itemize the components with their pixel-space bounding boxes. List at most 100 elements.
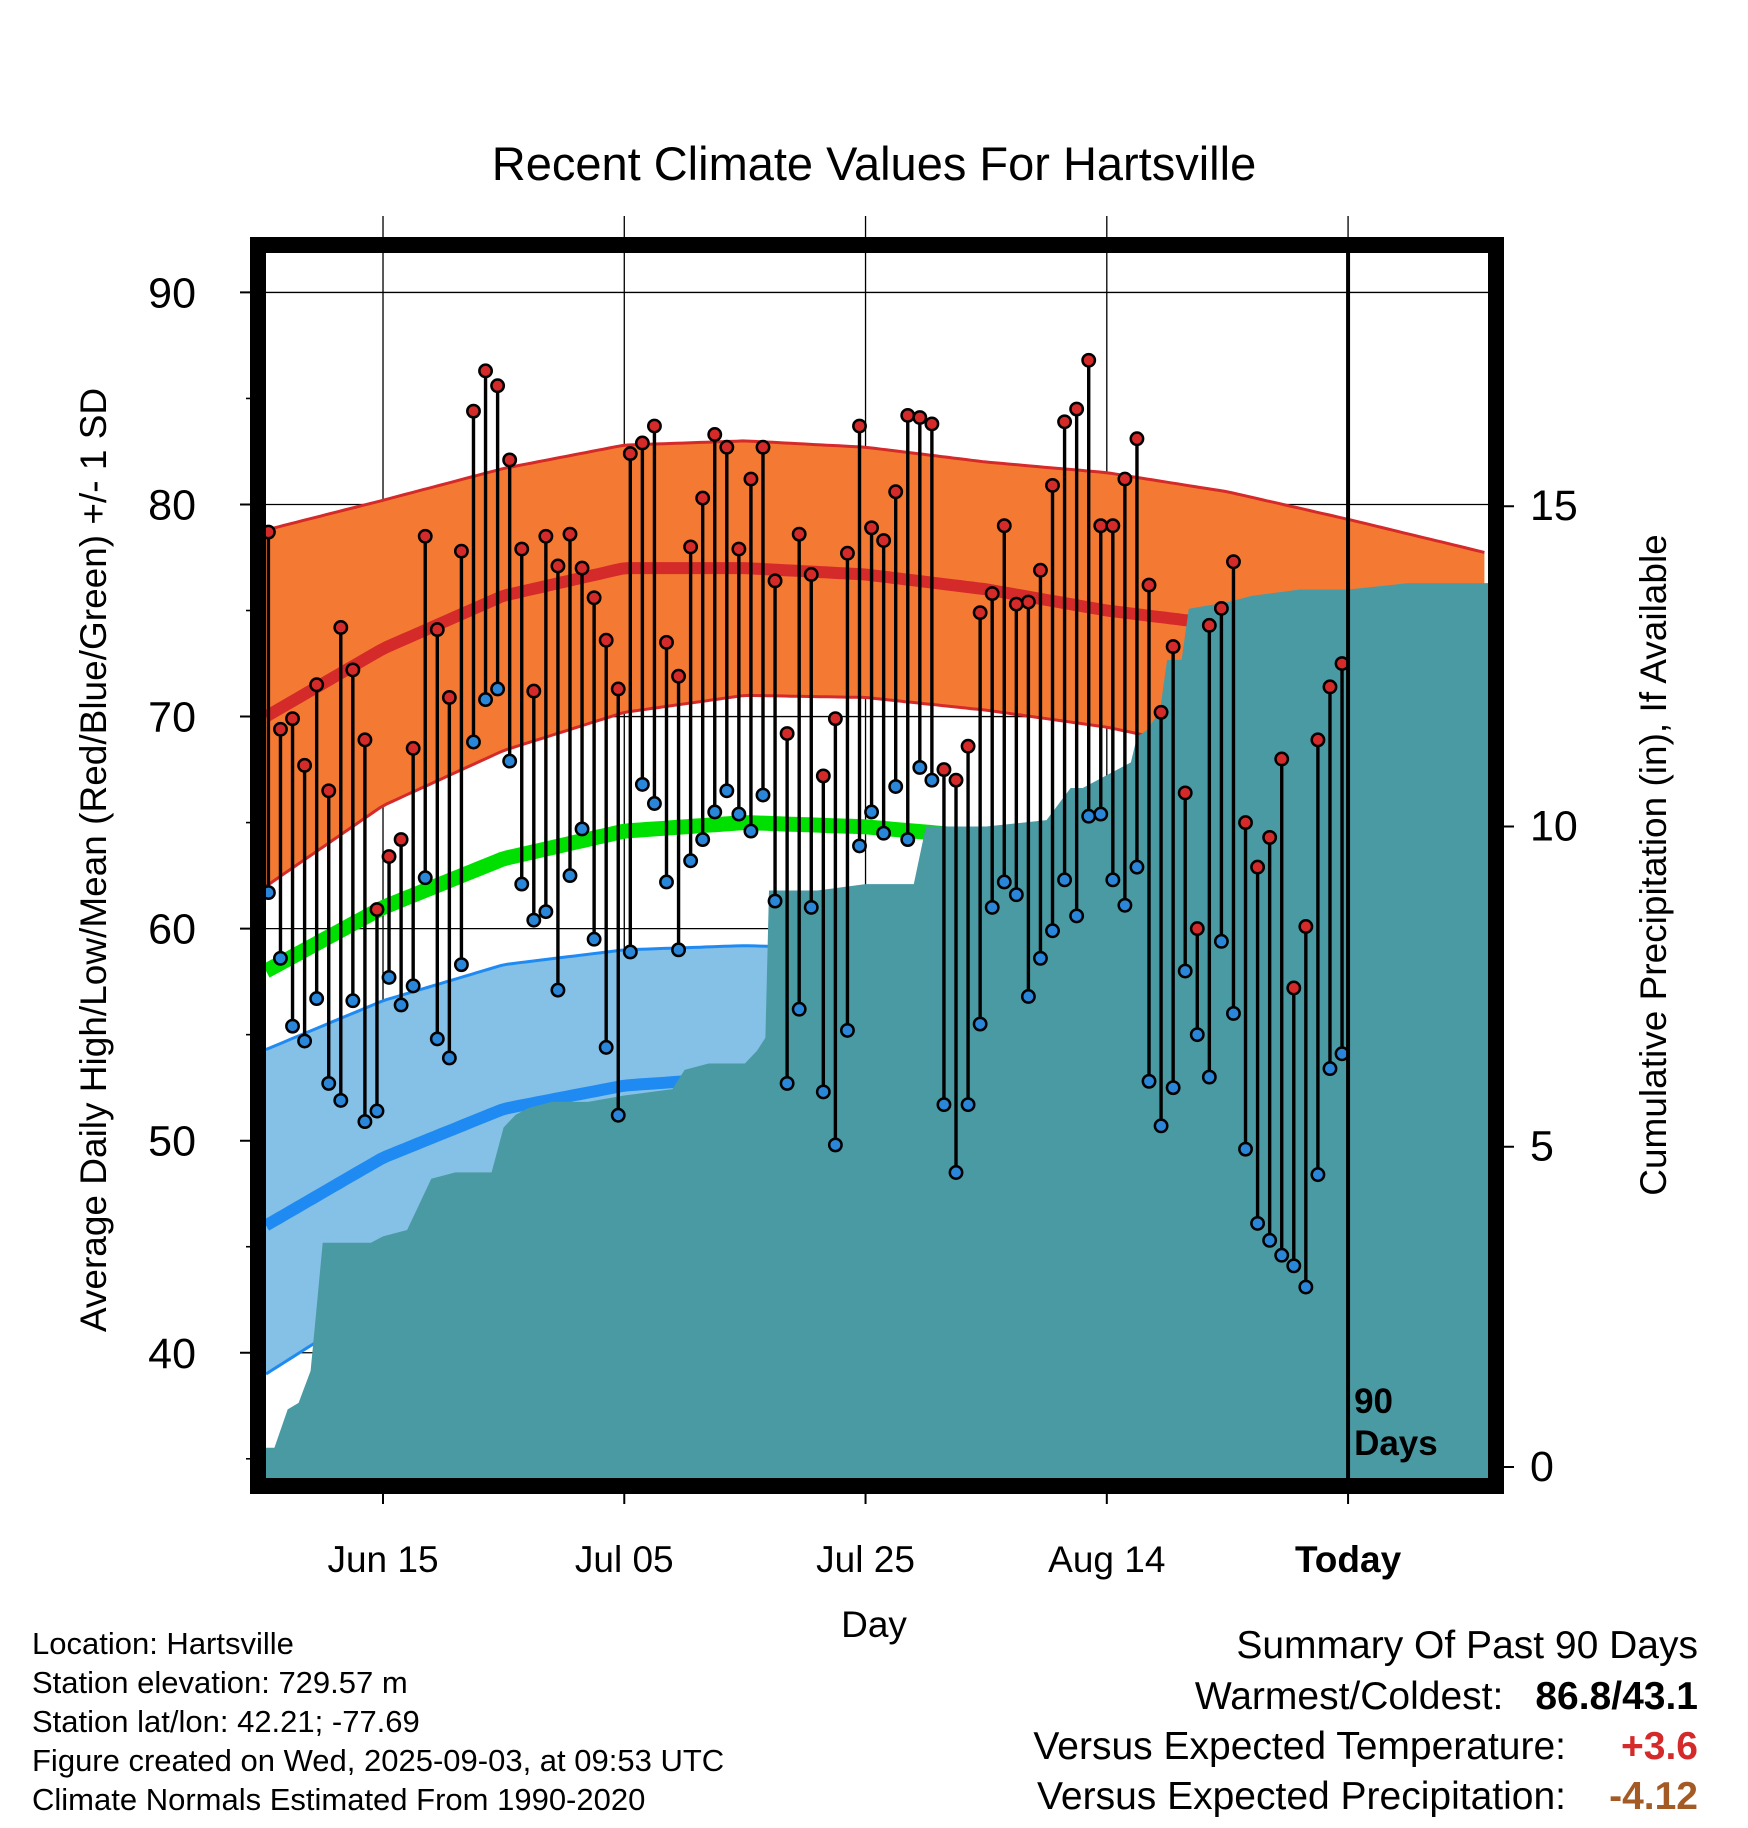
low-point: [1033, 950, 1048, 966]
low-point: [767, 893, 783, 909]
low-point: [924, 772, 940, 788]
low-point: [381, 969, 397, 985]
low-point: [345, 993, 361, 1009]
elevation-text: Station elevation: 729.57 m: [32, 1665, 408, 1700]
y-axis-label: Average Daily High/Low/Mean (Red/Blue/Gr…: [73, 388, 114, 1332]
high-point: [598, 632, 614, 648]
high-point: [948, 772, 964, 788]
low-point: [1057, 872, 1073, 888]
low-point: [948, 1165, 964, 1180]
low-point: [659, 874, 674, 890]
low-point: [827, 1137, 843, 1153]
low-point: [562, 868, 578, 884]
daily-range-sticks: [266, 360, 1344, 1288]
high-point: [562, 526, 578, 542]
low-point: [646, 796, 662, 811]
low-point: [912, 759, 928, 775]
temp-anomaly-label: Versus Expected Temperature:: [1033, 1725, 1566, 1768]
high-point: [1286, 980, 1302, 996]
low-point: [888, 779, 904, 794]
summary-panel: Summary Of Past 90 Days Warmest/Coldest:…: [1033, 1620, 1698, 1822]
high-point: [900, 407, 916, 423]
low-point: [707, 804, 723, 820]
low-point: [429, 1031, 445, 1047]
high-point: [683, 539, 699, 555]
high-point: [441, 690, 457, 705]
high-point: [1020, 594, 1036, 610]
y-tick-label: 90: [148, 269, 196, 317]
high-point: [984, 586, 1000, 602]
low-point: [393, 997, 409, 1013]
high-point: [972, 605, 988, 621]
low-point: [1020, 989, 1036, 1004]
low-point: [1081, 808, 1097, 824]
x-tick-label: Aug 14: [1048, 1539, 1165, 1580]
high-point: [719, 439, 735, 455]
low-point: [695, 832, 711, 848]
low-point: [683, 853, 699, 869]
daily-points: [260, 352, 1350, 1295]
high-point: [839, 545, 855, 561]
high-point: [1117, 471, 1133, 487]
low-point: [453, 957, 469, 973]
y-tick-label: 40: [148, 1330, 196, 1378]
low-point: [1153, 1118, 1169, 1134]
low-point: [936, 1097, 952, 1113]
high-point: [671, 668, 687, 684]
high-point: [1033, 562, 1048, 578]
high-point: [538, 528, 554, 544]
high-point: [1165, 639, 1181, 655]
y-tick-label: 60: [148, 906, 196, 954]
high-point: [405, 740, 421, 756]
low-point: [743, 823, 759, 839]
high-point: [912, 410, 928, 425]
high-point: [707, 427, 723, 442]
high-point: [1177, 785, 1193, 801]
high-point: [646, 418, 662, 434]
high-point: [634, 435, 650, 451]
high-point: [888, 484, 904, 500]
high-point: [695, 490, 711, 506]
low-point: [574, 821, 590, 837]
low-point: [490, 681, 506, 697]
low-point: [1141, 1073, 1157, 1089]
y2-tick-label: 5: [1530, 1123, 1554, 1171]
low-point: [526, 912, 542, 928]
high-point: [357, 732, 373, 748]
low-point: [972, 1016, 988, 1032]
low-point: [1262, 1232, 1278, 1248]
temp-anomaly-value: +3.6: [1621, 1725, 1698, 1768]
low-point: [405, 978, 421, 994]
high-point: [864, 520, 880, 536]
today-days-number: 90: [1354, 1382, 1393, 1421]
high-point: [417, 528, 433, 544]
low-point: [1165, 1080, 1181, 1096]
low-point: [1201, 1069, 1217, 1085]
low-point: [1105, 872, 1121, 888]
low-point: [864, 804, 880, 820]
y-tick-label: 80: [148, 481, 196, 529]
summary-precip-row: Versus Expected Precipitation: -4.12: [1033, 1772, 1698, 1822]
low-point: [622, 944, 638, 960]
low-point: [1129, 859, 1145, 875]
low-point: [719, 783, 735, 799]
today-days-word: Days: [1354, 1424, 1438, 1463]
low-point: [1298, 1279, 1314, 1295]
low-point: [852, 838, 867, 854]
high-point: [1141, 577, 1157, 593]
low-point: [815, 1084, 831, 1100]
low-point: [538, 904, 554, 920]
high-point: [996, 518, 1012, 534]
high-point: [743, 471, 759, 487]
high-point: [1081, 352, 1097, 368]
high-point: [622, 446, 638, 462]
latlon-text: Station lat/lon: 42.21; -77.69: [32, 1704, 420, 1739]
high-point: [550, 558, 566, 574]
low-point: [791, 1001, 807, 1017]
high-point: [827, 711, 843, 727]
high-point: [1153, 704, 1169, 720]
low-point: [321, 1075, 337, 1091]
low-point: [586, 931, 602, 947]
low-point: [996, 874, 1012, 890]
low-point: [297, 1033, 313, 1049]
